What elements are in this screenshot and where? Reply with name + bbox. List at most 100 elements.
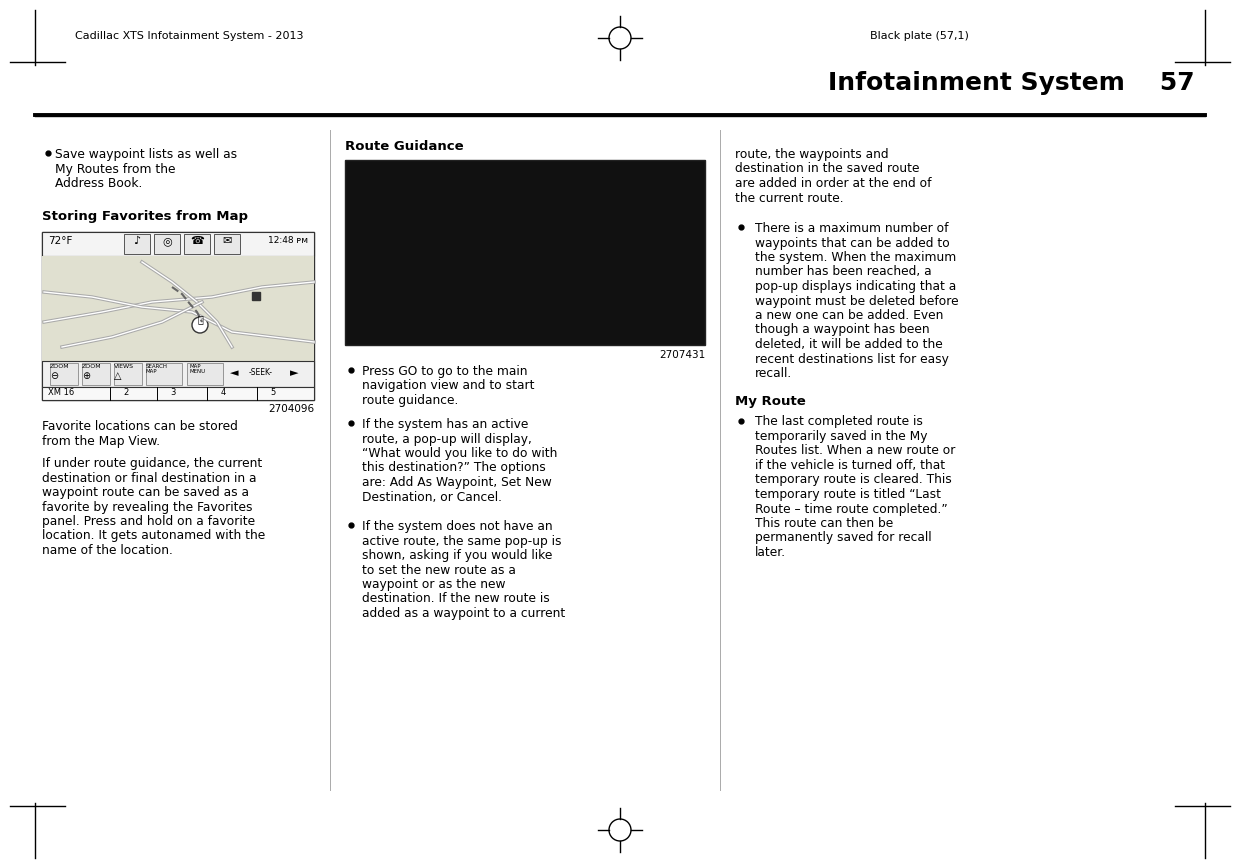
Text: 5: 5: [270, 388, 275, 397]
Text: destination. If the new route is: destination. If the new route is: [362, 593, 549, 606]
Text: MENU: MENU: [190, 369, 206, 374]
Text: deleted, it will be added to the: deleted, it will be added to the: [755, 338, 942, 351]
Text: Route – time route completed.”: Route – time route completed.”: [755, 503, 947, 516]
Text: 72°F: 72°F: [48, 236, 72, 246]
Text: ►: ►: [290, 368, 299, 378]
Text: Black plate (57,1): Black plate (57,1): [870, 31, 968, 41]
Text: My Routes from the: My Routes from the: [55, 162, 176, 175]
Text: location. It gets autonamed with the: location. It gets autonamed with the: [42, 529, 265, 542]
Text: destination in the saved route: destination in the saved route: [735, 162, 920, 175]
Text: “What would you like to do with: “What would you like to do with: [362, 447, 557, 460]
Text: Address Book.: Address Book.: [55, 177, 143, 190]
Text: ✉: ✉: [222, 236, 232, 246]
Text: Favorite locations can be stored: Favorite locations can be stored: [42, 420, 238, 433]
Text: favorite by revealing the Favorites: favorite by revealing the Favorites: [42, 501, 253, 514]
Text: 12:48 ᴘᴍ: 12:48 ᴘᴍ: [268, 236, 308, 245]
Bar: [82, 363, 110, 385]
Text: later.: later.: [755, 546, 786, 559]
Text: VIEWS: VIEWS: [114, 364, 134, 369]
Text: waypoint route can be saved as a: waypoint route can be saved as a: [42, 486, 249, 499]
Text: route, the waypoints and: route, the waypoints and: [735, 148, 889, 161]
Text: this destination?” The options: this destination?” The options: [362, 462, 546, 475]
Text: △: △: [114, 371, 122, 381]
Text: active route, the same pop-up is: active route, the same pop-up is: [362, 535, 562, 548]
Text: ⊕: ⊕: [82, 371, 91, 381]
Text: temporary route is cleared. This: temporary route is cleared. This: [755, 474, 952, 486]
Text: There is a maximum number of: There is a maximum number of: [755, 222, 949, 235]
Bar: [252, 292, 260, 300]
Text: added as a waypoint to a current: added as a waypoint to a current: [362, 607, 565, 620]
Text: If the system has an active: If the system has an active: [362, 418, 528, 431]
Text: destination or final destination in a: destination or final destination in a: [42, 471, 257, 484]
Bar: [154, 234, 180, 254]
Text: The last completed route is: The last completed route is: [755, 416, 923, 429]
Text: Infotainment System    57: Infotainment System 57: [828, 71, 1195, 95]
Text: XM 16: XM 16: [48, 388, 74, 397]
Text: 2: 2: [123, 388, 129, 397]
Circle shape: [192, 317, 208, 333]
Bar: [114, 363, 143, 385]
Bar: [42, 232, 314, 400]
Text: -SEEK-: -SEEK-: [249, 368, 273, 377]
Text: Route Guidance: Route Guidance: [345, 140, 464, 153]
Text: temporary route is titled “Last: temporary route is titled “Last: [755, 488, 941, 501]
Text: Cadillac XTS Infotainment System - 2013: Cadillac XTS Infotainment System - 2013: [74, 31, 304, 41]
Text: name of the location.: name of the location.: [42, 544, 172, 557]
Bar: [124, 234, 150, 254]
Text: Press GO to go to the main: Press GO to go to the main: [362, 365, 527, 378]
Text: This route can then be: This route can then be: [755, 517, 893, 530]
Text: waypoints that can be added to: waypoints that can be added to: [755, 236, 950, 249]
Text: from the Map View.: from the Map View.: [42, 435, 160, 448]
Text: If the system does not have an: If the system does not have an: [362, 520, 553, 533]
Text: ♪: ♪: [134, 236, 140, 246]
Bar: [42, 232, 314, 256]
Bar: [345, 160, 706, 345]
Text: permanently saved for recall: permanently saved for recall: [755, 531, 931, 544]
Text: recall.: recall.: [755, 367, 792, 380]
Text: ZOOM: ZOOM: [50, 364, 69, 369]
Text: navigation view and to start: navigation view and to start: [362, 379, 534, 392]
Text: Ⓜ: Ⓜ: [197, 314, 203, 324]
Text: pop-up displays indicating that a: pop-up displays indicating that a: [755, 280, 956, 293]
Text: waypoint must be deleted before: waypoint must be deleted before: [755, 294, 959, 307]
Text: if the vehicle is turned off, that: if the vehicle is turned off, that: [755, 459, 945, 472]
Text: temporarily saved in the My: temporarily saved in the My: [755, 430, 928, 443]
Text: ◎: ◎: [162, 236, 172, 246]
Text: ☎: ☎: [190, 236, 203, 246]
Text: My Route: My Route: [735, 396, 806, 409]
Text: Destination, or Cancel.: Destination, or Cancel.: [362, 490, 502, 503]
Text: 4: 4: [221, 388, 226, 397]
Bar: [187, 363, 223, 385]
Text: Routes list. When a new route or: Routes list. When a new route or: [755, 444, 955, 457]
Text: MAP: MAP: [146, 369, 157, 374]
Text: number has been reached, a: number has been reached, a: [755, 266, 931, 279]
Text: ◄: ◄: [229, 368, 238, 378]
Text: shown, asking if you would like: shown, asking if you would like: [362, 549, 552, 562]
Bar: [146, 363, 182, 385]
Text: route guidance.: route guidance.: [362, 394, 459, 407]
Text: If under route guidance, the current: If under route guidance, the current: [42, 457, 262, 470]
Text: Storing Favorites from Map: Storing Favorites from Map: [42, 210, 248, 223]
Text: 2704096: 2704096: [268, 404, 314, 414]
Text: ⊖: ⊖: [50, 371, 58, 381]
Text: a new one can be added. Even: a new one can be added. Even: [755, 309, 944, 322]
Bar: [42, 387, 314, 400]
Text: recent destinations list for easy: recent destinations list for easy: [755, 352, 949, 365]
Text: are: Add As Waypoint, Set New: are: Add As Waypoint, Set New: [362, 476, 552, 489]
Text: waypoint or as the new: waypoint or as the new: [362, 578, 506, 591]
Bar: [184, 234, 210, 254]
Text: Save waypoint lists as well as: Save waypoint lists as well as: [55, 148, 237, 161]
Text: MAP: MAP: [190, 364, 202, 369]
Text: though a waypoint has been: though a waypoint has been: [755, 324, 930, 337]
Text: the system. When the maximum: the system. When the maximum: [755, 251, 956, 264]
Text: to set the new route as a: to set the new route as a: [362, 563, 516, 576]
Text: ZOOM: ZOOM: [82, 364, 102, 369]
Text: are added in order at the end of: are added in order at the end of: [735, 177, 931, 190]
Text: route, a pop-up will display,: route, a pop-up will display,: [362, 432, 532, 445]
Text: 3: 3: [170, 388, 176, 397]
Bar: [215, 234, 241, 254]
Bar: [42, 256, 314, 361]
Text: 2707431: 2707431: [658, 350, 706, 360]
Text: the current route.: the current route.: [735, 192, 843, 205]
Text: panel. Press and hold on a favorite: panel. Press and hold on a favorite: [42, 515, 255, 528]
